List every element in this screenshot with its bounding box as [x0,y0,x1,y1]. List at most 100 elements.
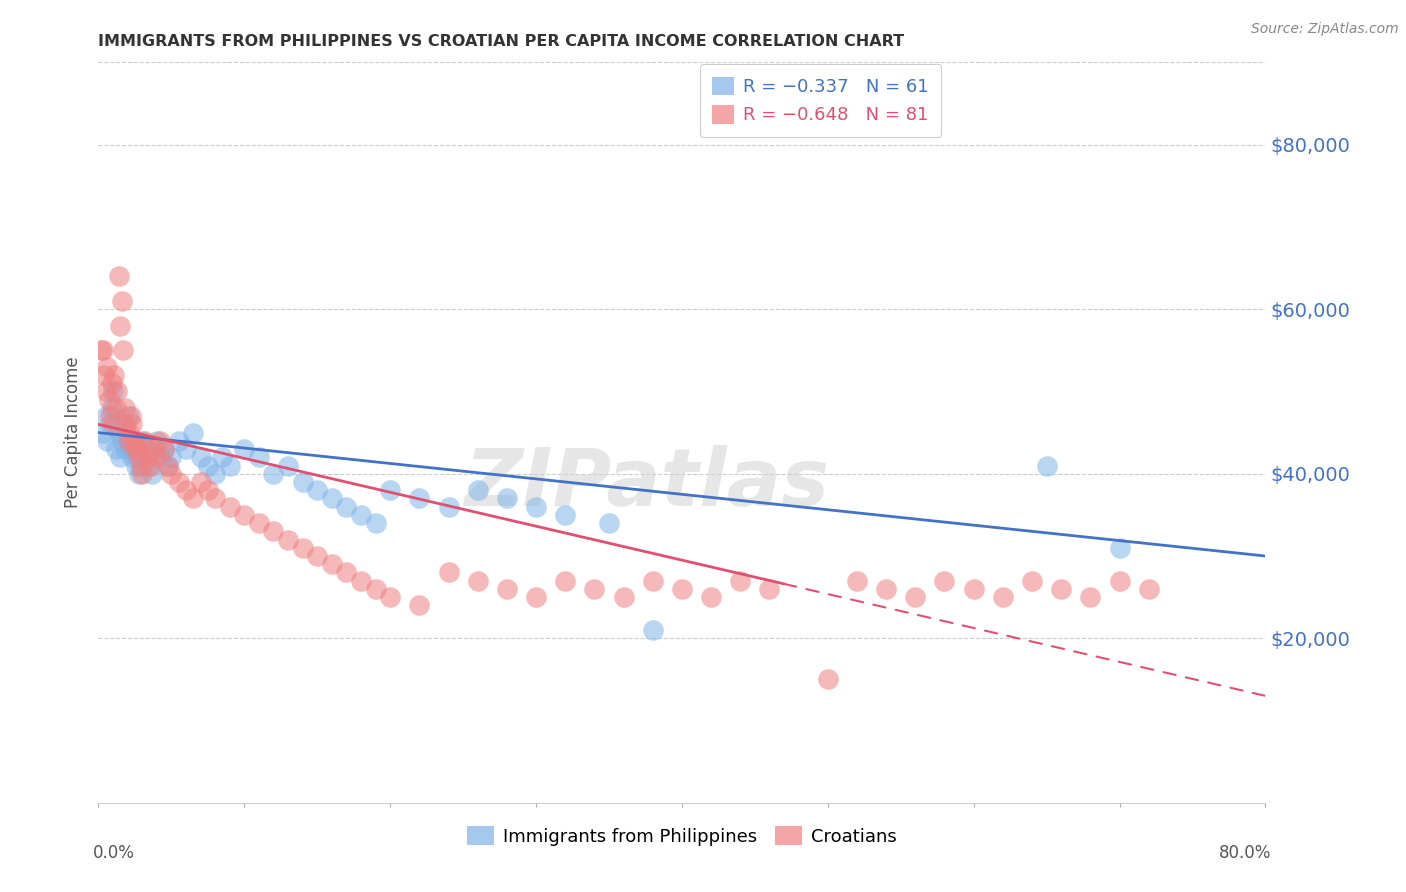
Point [97,392,120,407]
Point [1080,590,1102,604]
Point [262,524,284,539]
Point [247,516,270,530]
Point [875,582,897,596]
Point [437,500,460,514]
Point [138,450,160,465]
Point [174,442,197,456]
Point [408,491,430,506]
Point [142,442,165,456]
Point [335,500,357,514]
Point [103,368,125,382]
Point [307,483,329,498]
Point [233,442,256,456]
Point [364,582,387,596]
Point [1137,582,1160,596]
Point [112,343,135,358]
Point [134,434,156,448]
Point [758,582,780,596]
Point [131,434,153,448]
Point [262,467,284,481]
Point [277,533,299,547]
Point [115,417,138,432]
Point [100,376,122,391]
Point [149,434,172,448]
Point [218,458,240,473]
Point [408,599,430,613]
Point [91,425,114,440]
Point [962,582,984,596]
Point [122,434,145,448]
Point [121,417,143,432]
Point [1021,574,1043,588]
Y-axis label: Per Capita Income: Per Capita Income [65,357,83,508]
Point [991,590,1014,604]
Point [90,343,112,358]
Point [350,508,373,522]
Point [114,401,136,415]
Point [291,475,314,489]
Point [139,458,162,473]
Point [111,293,134,308]
Point [146,434,169,448]
Point [321,491,343,506]
Point [671,582,693,596]
Point [197,458,219,473]
Point [583,582,606,596]
Point [115,425,138,440]
Point [104,442,127,456]
Point [131,467,153,481]
Point [380,590,402,604]
Point [307,549,329,563]
Point [111,434,134,448]
Point [190,450,212,465]
Point [136,450,159,465]
Point [94,384,117,399]
Point [120,442,142,456]
Point [127,442,149,456]
Point [496,582,519,596]
Point [247,450,270,465]
Point [118,425,141,440]
Point [204,467,226,481]
Point [117,409,139,424]
Point [146,450,169,465]
Point [181,425,204,440]
Point [128,450,150,465]
Point [218,500,240,514]
Point [124,442,146,456]
Point [350,574,373,588]
Point [157,458,180,473]
Point [437,566,460,580]
Point [117,434,139,448]
Point [96,359,118,374]
Point [120,409,142,424]
Point [121,450,143,465]
Point [110,450,132,465]
Point [817,673,839,687]
Text: IMMIGRANTS FROM PHILIPPINES VS CROATIAN PER CAPITA INCOME CORRELATION CHART: IMMIGRANTS FROM PHILIPPINES VS CROATIAN … [98,34,904,49]
Point [160,467,183,481]
Point [136,458,159,473]
Text: ZIPatlas: ZIPatlas [464,445,830,524]
Point [641,574,664,588]
Point [321,558,343,572]
Point [100,401,122,415]
Point [197,483,219,498]
Point [93,368,115,382]
Point [141,467,163,481]
Point [496,491,519,506]
Point [134,442,156,456]
Point [98,417,121,432]
Point [110,318,132,333]
Point [104,401,127,415]
Point [118,434,141,448]
Point [904,590,927,604]
Point [467,483,489,498]
Point [524,500,547,514]
Point [112,417,135,432]
Point [167,475,190,489]
Point [1050,582,1073,596]
Point [160,450,183,465]
Point [277,458,299,473]
Point [467,574,489,588]
